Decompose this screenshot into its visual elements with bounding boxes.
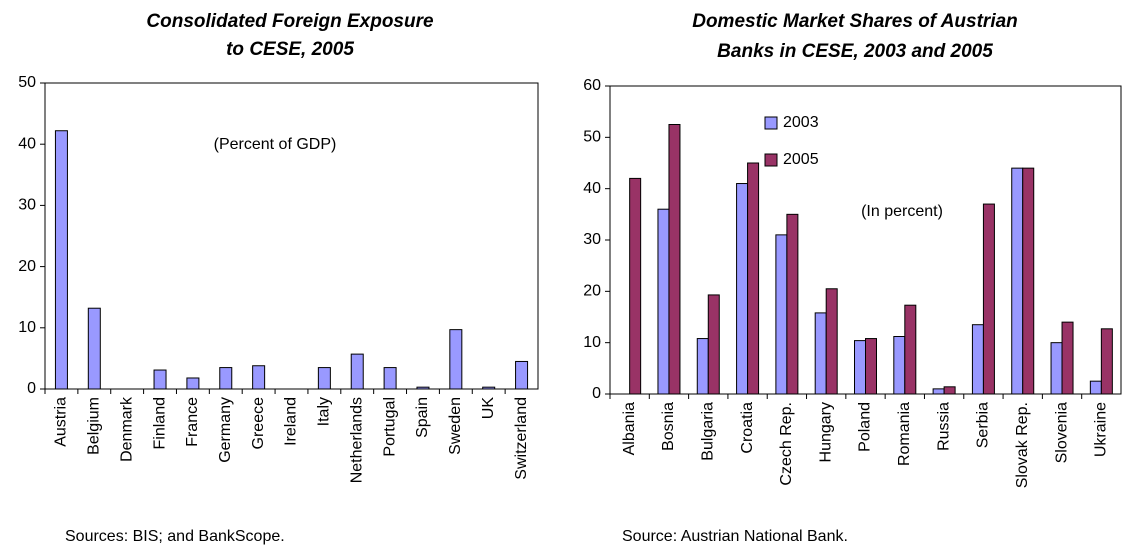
bar <box>747 162 760 395</box>
bar <box>904 304 917 395</box>
y-tick-label: 0 <box>592 385 601 402</box>
source: Source: Austrian National Bank. <box>622 528 848 545</box>
x-tick-label: Sweden <box>447 397 464 455</box>
annotation: (In percent) <box>861 203 943 220</box>
bar <box>943 386 956 395</box>
chart-title: to CESE, 2005 <box>226 39 354 60</box>
bar <box>1022 167 1035 395</box>
bar <box>865 338 877 395</box>
x-tick-label: Italy <box>316 397 333 426</box>
bar <box>383 367 397 390</box>
bar <box>825 288 838 395</box>
legend-label: 2003 <box>783 114 819 131</box>
x-tick-label: Czech Rep. <box>778 402 795 486</box>
bar <box>449 329 463 390</box>
source: Sources: BIS; and BankScope. <box>65 528 285 545</box>
bar <box>668 124 681 395</box>
plot-frame <box>44 82 539 390</box>
bar <box>775 234 788 395</box>
bar <box>515 360 529 390</box>
x-tick-label: Portugal <box>381 397 398 457</box>
x-tick-label: Ireland <box>283 397 300 446</box>
chart-title: Domestic Market Shares of Austrian <box>692 11 1018 32</box>
bar <box>350 353 364 390</box>
x-tick-label: Hungary <box>817 402 834 462</box>
x-tick-label: Netherlands <box>348 397 365 483</box>
y-tick-label: 50 <box>18 74 36 91</box>
bar <box>932 388 945 395</box>
y-tick-label: 0 <box>27 380 36 397</box>
y-tick-label: 40 <box>18 135 36 152</box>
x-tick-label: Spain <box>414 397 431 438</box>
x-tick-label: Denmark <box>118 396 135 462</box>
y-tick-label: 40 <box>583 180 601 197</box>
bar <box>87 307 101 390</box>
y-tick-label: 30 <box>583 231 601 248</box>
bar <box>317 367 331 390</box>
y-tick-label: 20 <box>18 258 36 275</box>
x-tick-label: Belgium <box>86 397 103 455</box>
legend-swatch <box>764 116 778 130</box>
x-tick-label: Serbia <box>975 402 992 448</box>
bar <box>1061 321 1074 395</box>
bar <box>252 365 266 390</box>
x-tick-label: Finland <box>151 397 168 449</box>
y-tick-label: 30 <box>18 197 36 214</box>
x-tick-label: France <box>184 397 201 447</box>
x-tick-label: Poland <box>857 402 874 452</box>
x-tick-label: Germany <box>217 397 234 463</box>
bar <box>696 338 709 395</box>
bar <box>1100 328 1113 395</box>
y-tick-label: 10 <box>18 319 36 336</box>
bar <box>629 177 642 395</box>
chart-title: Banks in CESE, 2003 and 2005 <box>717 41 993 62</box>
chart-title: Consolidated Foreign Exposure <box>146 11 434 32</box>
y-tick-label: 50 <box>583 129 601 146</box>
bar <box>814 312 827 395</box>
bar <box>736 183 749 395</box>
x-tick-label: Bulgaria <box>699 402 716 461</box>
x-tick-label: Slovenia <box>1053 402 1070 463</box>
bar <box>482 386 496 390</box>
x-tick-label: Russia <box>935 402 952 451</box>
x-tick-label: Ukraine <box>1093 402 1110 457</box>
x-tick-label: Croatia <box>739 402 756 454</box>
bar <box>219 367 233 390</box>
x-tick-label: Albania <box>621 402 638 455</box>
bar <box>786 213 799 395</box>
bar <box>1089 380 1102 395</box>
bar <box>707 294 720 395</box>
bar <box>416 386 430 390</box>
annotation: (Percent of GDP) <box>214 136 337 153</box>
bar <box>971 324 984 395</box>
y-tick-label: 20 <box>583 283 601 300</box>
bar <box>893 336 906 395</box>
bar <box>1011 167 1024 395</box>
bar <box>854 340 866 395</box>
bar <box>1050 342 1063 395</box>
bar <box>153 369 167 390</box>
x-tick-label: Bosnia <box>660 402 677 451</box>
y-tick-label: 10 <box>583 334 601 351</box>
bar <box>54 130 68 390</box>
x-tick-label: Austria <box>53 397 70 447</box>
x-tick-label: UK <box>480 397 497 420</box>
bar <box>982 203 995 395</box>
y-tick-label: 60 <box>583 77 601 94</box>
bar <box>657 208 670 395</box>
x-tick-label: Switzerland <box>513 397 530 480</box>
bar <box>186 377 200 390</box>
legend-label: 2005 <box>783 151 819 168</box>
x-tick-label: Greece <box>250 397 267 450</box>
x-tick-label: Slovak Rep. <box>1014 402 1031 488</box>
legend-swatch <box>764 153 778 167</box>
x-tick-label: Romania <box>896 402 913 466</box>
